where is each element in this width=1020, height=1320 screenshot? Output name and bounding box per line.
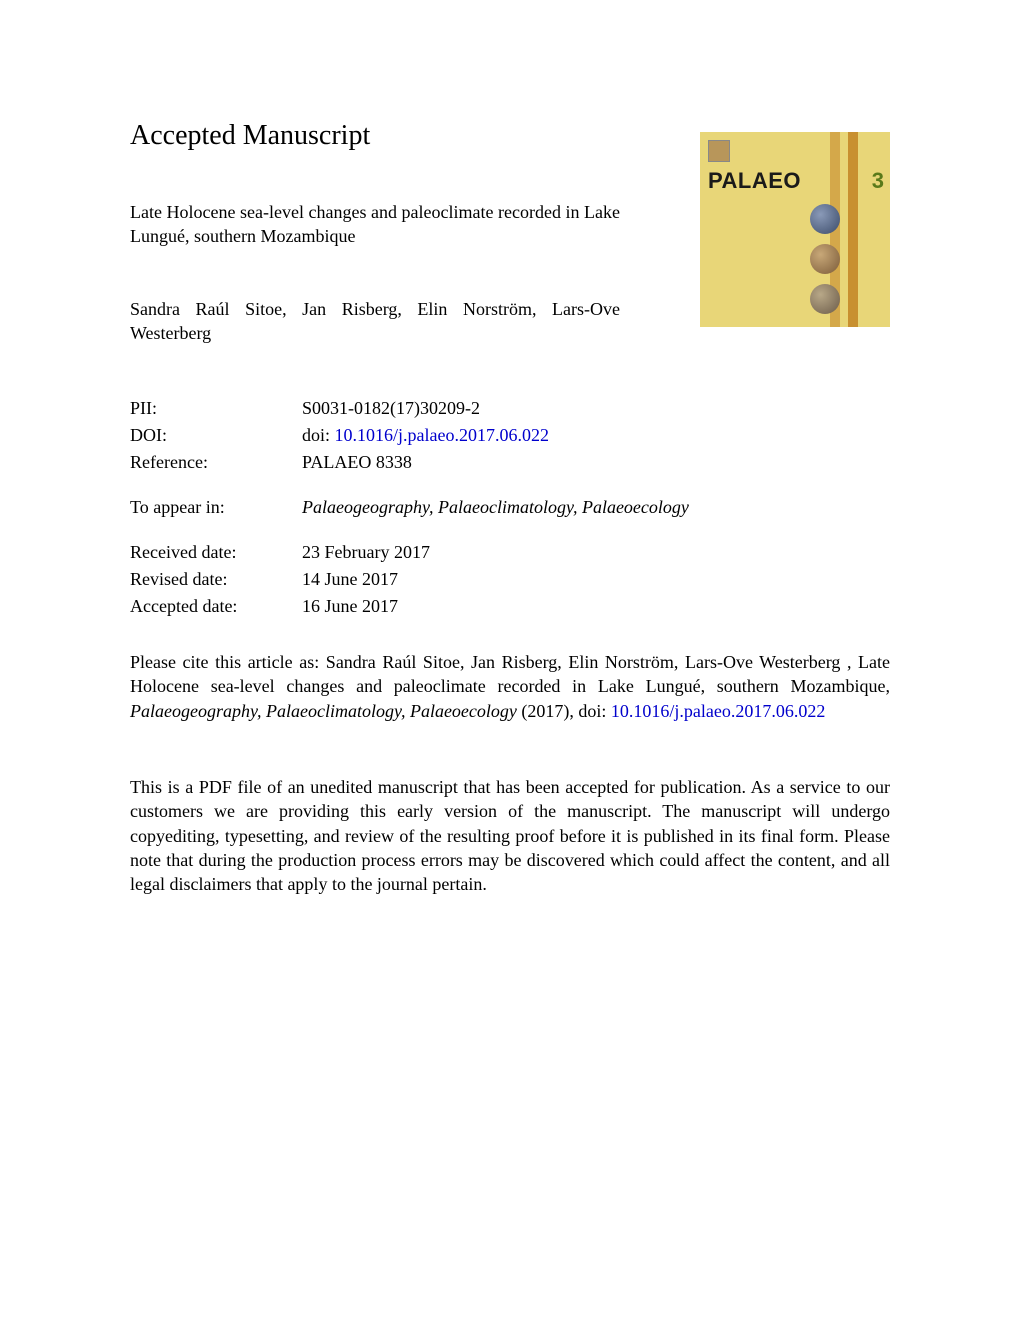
cover-stripe <box>840 132 848 327</box>
metadata-row-doi: DOI: doi: 10.1016/j.palaeo.2017.06.022 <box>130 422 890 449</box>
metadata-row-appear: To appear in: Palaeogeography, Palaeocli… <box>130 494 890 521</box>
globe-icon <box>810 204 840 234</box>
reference-label: Reference: <box>130 449 302 476</box>
reference-value: PALAEO 8338 <box>302 449 890 476</box>
publisher-logo-icon <box>708 140 730 162</box>
received-value: 23 February 2017 <box>302 539 890 566</box>
header-section: Accepted Manuscript Late Holocene sea-le… <box>130 120 890 345</box>
received-label: Received date: <box>130 539 302 566</box>
metadata-row-revised: Revised date: 14 June 2017 <box>130 566 890 593</box>
disclaimer-text: This is a PDF file of an unedited manusc… <box>130 775 890 896</box>
journal-cover-thumbnail: PALAEO 3 <box>700 132 890 327</box>
citation-journal: Palaeogeography, Palaeoclimatology, Pala… <box>130 701 517 721</box>
cover-stripe <box>848 132 858 327</box>
doi-prefix: doi: <box>302 425 335 445</box>
article-metadata-table: PII: S0031-0182(17)30209-2 DOI: doi: 10.… <box>130 395 890 620</box>
metadata-row-pii: PII: S0031-0182(17)30209-2 <box>130 395 890 422</box>
journal-cover-number: 3 <box>872 168 884 194</box>
globe-icon <box>810 244 840 274</box>
revised-value: 14 June 2017 <box>302 566 890 593</box>
accepted-label: Accepted date: <box>130 593 302 620</box>
pii-label: PII: <box>130 395 302 422</box>
metadata-row-received: Received date: 23 February 2017 <box>130 539 890 566</box>
metadata-row-accepted: Accepted date: 16 June 2017 <box>130 593 890 620</box>
citation-block: Please cite this article as: Sandra Raúl… <box>130 650 890 723</box>
revised-label: Revised date: <box>130 566 302 593</box>
appear-value: Palaeogeography, Palaeoclimatology, Pala… <box>302 494 890 521</box>
appear-label: To appear in: <box>130 494 302 521</box>
citation-doi-link[interactable]: 10.1016/j.palaeo.2017.06.022 <box>611 701 825 721</box>
accepted-value: 16 June 2017 <box>302 593 890 620</box>
citation-prefix: Please cite this article as: Sandra Raúl… <box>130 652 890 696</box>
journal-cover-title: PALAEO <box>708 168 801 194</box>
pii-value: S0031-0182(17)30209-2 <box>302 395 890 422</box>
cover-globe-icons <box>810 204 840 314</box>
citation-year: (2017), doi: <box>517 701 611 721</box>
globe-icon <box>810 284 840 314</box>
article-title: Late Holocene sea-level changes and pale… <box>130 200 620 249</box>
metadata-row-reference: Reference: PALAEO 8338 <box>130 449 890 476</box>
spacer <box>130 476 890 494</box>
spacer <box>130 521 890 539</box>
author-list: Sandra Raúl Sitoe, Jan Risberg, Elin Nor… <box>130 297 620 346</box>
doi-label: DOI: <box>130 422 302 449</box>
doi-value: doi: 10.1016/j.palaeo.2017.06.022 <box>302 422 890 449</box>
doi-link[interactable]: 10.1016/j.palaeo.2017.06.022 <box>335 425 549 445</box>
